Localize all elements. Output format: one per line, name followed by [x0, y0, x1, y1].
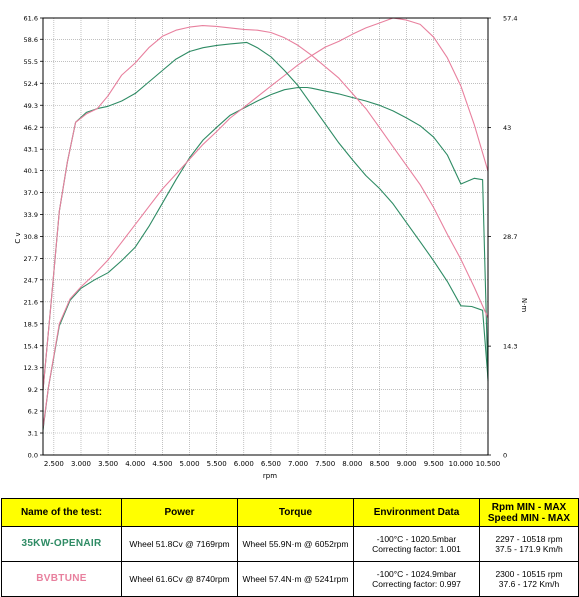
- y-axis-right-label: N·m: [520, 298, 528, 312]
- y-left-tick-label: 55.5: [24, 58, 38, 66]
- power-value: Wheel 61.6Cv @ 8740rpm: [121, 561, 238, 597]
- x-tick-label: 8.000: [342, 460, 362, 468]
- header-environment: Environment Data: [353, 498, 480, 527]
- header-name: Name of the test:: [1, 498, 122, 527]
- rpm-range: 2300 - 10515 rpm: [495, 569, 563, 579]
- tick-labels: 2.500 3.000 3.500 4.000 4.500 5.000 5.500 6.000…: [24, 15, 518, 469]
- x-tick-label: 2.500: [44, 460, 64, 468]
- test-name: BVBTUNE: [1, 561, 122, 597]
- x-tick-label: 5.000: [180, 460, 200, 468]
- y-right-tick-label: 43: [503, 124, 511, 132]
- x-tick-label: 7.500: [315, 460, 335, 468]
- x-tick-label: 10.500: [476, 460, 501, 468]
- y-left-tick-label: 58.6: [24, 36, 38, 44]
- chart-background: [0, 0, 579, 490]
- speed-range: 37.5 - 171.9 Km/h: [495, 544, 563, 554]
- y-right-tick-label: 28.7: [503, 233, 517, 241]
- x-tick-label: 9.000: [397, 460, 417, 468]
- x-tick-label: 8.500: [369, 460, 389, 468]
- y-left-tick-label: 9.2: [28, 386, 38, 394]
- y-left-tick-label: 18.5: [24, 320, 38, 328]
- y-left-tick-label: 0.0: [28, 452, 38, 460]
- x-tick-label: 3.500: [98, 460, 118, 468]
- torque-value: Wheel 55.9N·m @ 6052rpm: [237, 526, 354, 562]
- x-tick-label: 4.000: [125, 460, 145, 468]
- x-tick-label: 4.500: [152, 460, 172, 468]
- y-axis-left-label: C v: [14, 232, 22, 243]
- power-value: Wheel 51.8Cv @ 7169rpm: [121, 526, 238, 562]
- environment-value: -100°C - 1020.5mbar Correcting factor: 1.…: [353, 526, 480, 562]
- series-layer: [42, 17, 489, 431]
- y-left-tick-label: 15.4: [24, 342, 38, 350]
- x-tick-label: 6.000: [234, 460, 254, 468]
- table-header-row: Name of the test: Power Torque Environme…: [1, 498, 579, 527]
- table-row: BVBTUNE Wheel 61.6Cv @ 8740rpm Wheel 57.…: [1, 561, 579, 597]
- table-bottom-margin: [1, 569, 579, 597]
- x-tick-label: 10.000: [449, 460, 474, 468]
- y-right-tick-label: 14.3: [503, 343, 517, 351]
- y-left-tick-label: 37.0: [24, 189, 38, 197]
- bvbtune-power-line: [42, 17, 489, 429]
- y-right-tick-label: 57.4: [503, 15, 517, 23]
- table-row: 35KW-OPENAIR Wheel 51.8Cv @ 7169rpm Whee…: [1, 526, 579, 562]
- y-left-tick-label: 43.1: [24, 146, 38, 154]
- rpm-speed-value: 2300 - 10515 rpm 37.6 - 172 Km/h: [479, 561, 579, 597]
- header-rpm-label: Rpm MIN - MAX: [491, 501, 567, 513]
- y-left-tick-label: 40.1: [24, 167, 38, 175]
- x-axis-label: rpm: [263, 472, 277, 480]
- y-left-tick-label: 49.3: [24, 102, 38, 110]
- test-name: 35KW-OPENAIR: [1, 526, 122, 562]
- y-left-tick-label: 30.8: [24, 233, 38, 241]
- environment-conditions: -100°C - 1020.5mbar: [376, 534, 457, 544]
- header-power: Power: [121, 498, 238, 527]
- y-left-tick-label: 27.7: [24, 255, 38, 263]
- header-torque: Torque: [237, 498, 354, 527]
- torque-value: Wheel 57.4N·m @ 5241rpm: [237, 561, 354, 597]
- y-left-tick-label: 52.4: [24, 80, 38, 88]
- x-tick-label: 9.500: [424, 460, 444, 468]
- y-left-tick-label: 3.1: [28, 430, 38, 438]
- y-left-tick-label: 61.6: [24, 15, 38, 23]
- 35kw-openair-power-line: [42, 86, 489, 431]
- x-tick-label: 7.000: [288, 460, 308, 468]
- rpm-speed-value: 2297 - 10518 rpm 37.5 - 171.9 Km/h: [479, 526, 579, 562]
- x-tick-label: 5.500: [207, 460, 227, 468]
- y-right-tick-label: 0: [503, 452, 507, 460]
- y-left-tick-label: 6.2: [28, 408, 38, 416]
- x-tick-label: 6.500: [261, 460, 281, 468]
- environment-value: -100°C - 1024.9mbar Correcting factor: 0.…: [353, 561, 480, 597]
- y-left-tick-label: 33.9: [24, 211, 38, 219]
- grid-lines: [43, 17, 489, 456]
- environment-conditions: -100°C - 1024.9mbar: [376, 569, 457, 579]
- y-left-tick-label: 21.6: [24, 298, 38, 306]
- bvbtune-torque-line: [42, 25, 489, 391]
- x-tick-label: 3.000: [71, 460, 91, 468]
- y-left-tick-label: 46.2: [24, 124, 38, 132]
- y-left-tick-label: 12.3: [24, 364, 38, 372]
- speed-range: 37.6 - 172 Km/h: [498, 579, 560, 589]
- rpm-range: 2297 - 10518 rpm: [495, 534, 563, 544]
- header-rpm-speed: Rpm MIN - MAX Speed MIN - MAX: [479, 498, 579, 527]
- y-left-tick-label: 24.7: [24, 276, 38, 284]
- correcting-factor: Correcting factor: 1.001: [372, 544, 461, 554]
- correcting-factor: Correcting factor: 0.997: [372, 579, 461, 589]
- header-speed-label: Speed MIN - MAX: [487, 512, 571, 524]
- results-table: Name of the test: Power Torque Environme…: [1, 498, 579, 597]
- dyno-chart: 2.500 3.000 3.500 4.000 4.500 5.000 5.500 6.000…: [0, 0, 579, 490]
